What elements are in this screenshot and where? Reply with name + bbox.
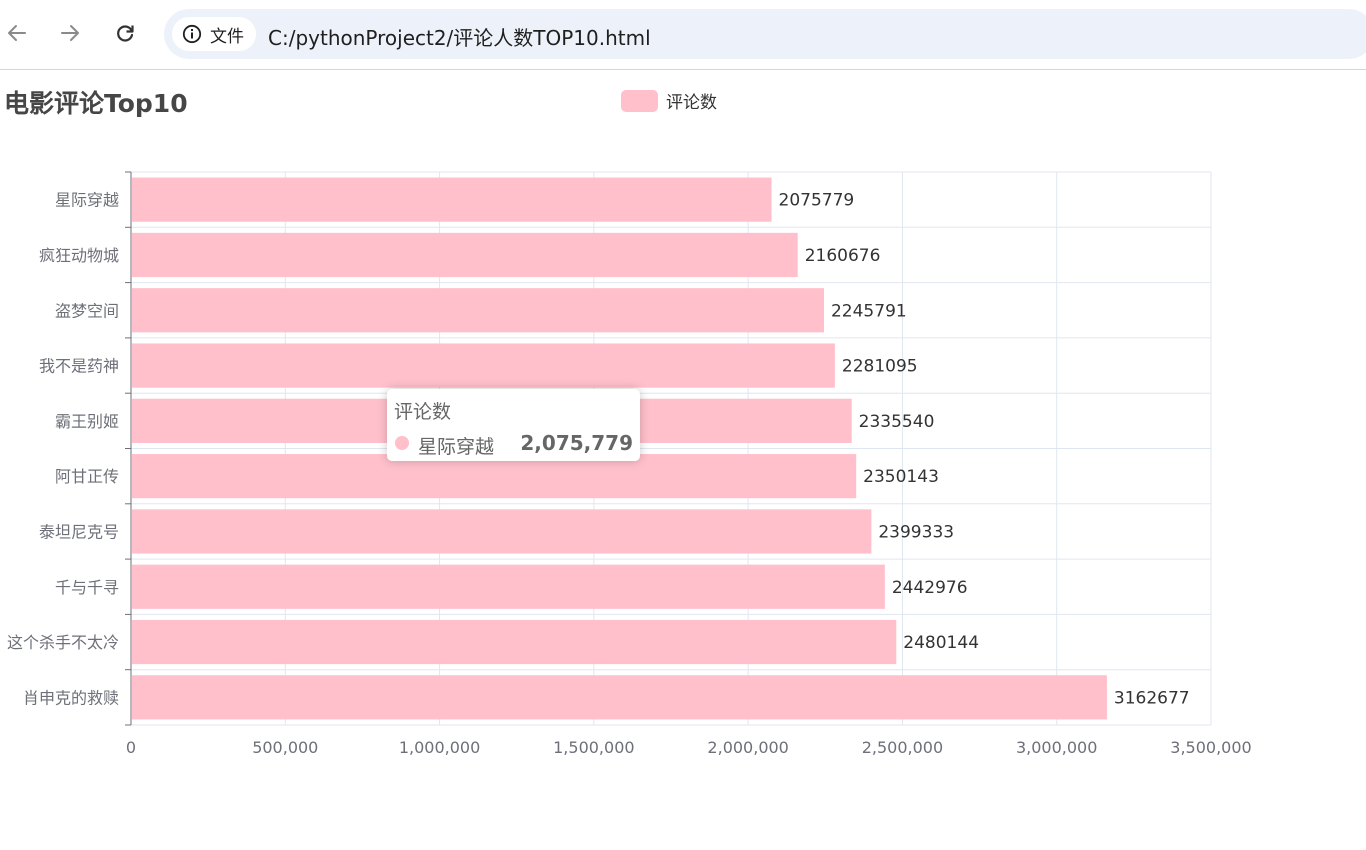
reload-button[interactable] [108,16,142,50]
bar-value-label: 2350143 [863,467,939,487]
bar-value-label: 2335540 [859,412,935,432]
tooltip-item-value: 2,075,779 [520,431,633,455]
bar[interactable] [132,177,772,222]
bar[interactable] [132,454,857,499]
x-tick-label: 2,000,000 [707,738,788,757]
x-tick-label: 1,000,000 [399,738,480,757]
y-tick-label: 疯狂动物城 [39,246,119,265]
y-tick-label: 阿甘正传 [55,467,119,486]
tooltip-title: 评论数 [394,401,452,423]
browser-toolbar: 文件 C:/pythonProject2/评论人数TOP10.html [0,0,1366,70]
bar[interactable] [132,343,835,388]
chart-title: 电影评论Top10 [4,89,188,118]
y-tick-label: 星际穿越 [55,191,119,210]
y-tick-label: 霸王别姬 [55,412,119,431]
forward-button[interactable] [53,16,87,50]
x-tick-label: 500,000 [252,738,318,757]
bar-value-label: 2442976 [892,578,968,598]
x-tick-label: 3,500,000 [1170,738,1251,757]
bar-value-label: 3162677 [1114,688,1190,708]
x-tick-label: 1,500,000 [553,738,634,757]
chart-tooltip: 评论数 星际穿越 2,075,779 [387,389,640,461]
x-tick-label: 2,500,000 [862,738,943,757]
bar-value-label: 2075779 [779,191,855,211]
legend-label: 评论数 [666,93,717,113]
site-label: 文件 [210,26,244,47]
back-arrow-icon [8,25,26,41]
bar-value-label: 2480144 [903,633,979,653]
site-info-chip[interactable]: 文件 [172,17,256,51]
back-button[interactable] [0,16,34,50]
x-tick-label: 0 [126,738,136,757]
bar-value-label: 2399333 [878,522,954,542]
reload-icon [117,25,134,42]
y-tick-label: 千与千寻 [55,578,119,597]
forward-arrow-icon [61,25,79,41]
bar-value-label: 2160676 [805,246,881,266]
bar[interactable] [132,509,872,554]
y-tick-label: 泰坦尼克号 [39,522,119,541]
legend-item[interactable]: 评论数 [621,88,717,113]
bar[interactable] [132,675,1107,720]
bar[interactable] [132,564,885,609]
bar-value-label: 2281095 [842,357,918,377]
y-tick-label: 盗梦空间 [55,301,119,320]
info-icon [182,24,202,44]
bar[interactable] [132,619,897,665]
tooltip-item-name: 星际穿越 [418,436,495,458]
bar[interactable] [132,232,798,278]
y-tick-label: 这个杀手不太冷 [7,633,119,652]
legend-swatch [621,89,658,112]
x-tick-label: 3,000,000 [1016,738,1097,757]
y-tick-label: 肖申克的救赎 [23,688,119,707]
y-tick-label: 我不是药神 [39,357,119,376]
address-bar[interactable]: 文件 C:/pythonProject2/评论人数TOP10.html [164,9,1366,59]
bar[interactable] [132,288,824,333]
tooltip-marker [395,436,409,450]
bar-value-label: 2245791 [831,301,907,321]
url-text[interactable]: C:/pythonProject2/评论人数TOP10.html [268,26,651,50]
